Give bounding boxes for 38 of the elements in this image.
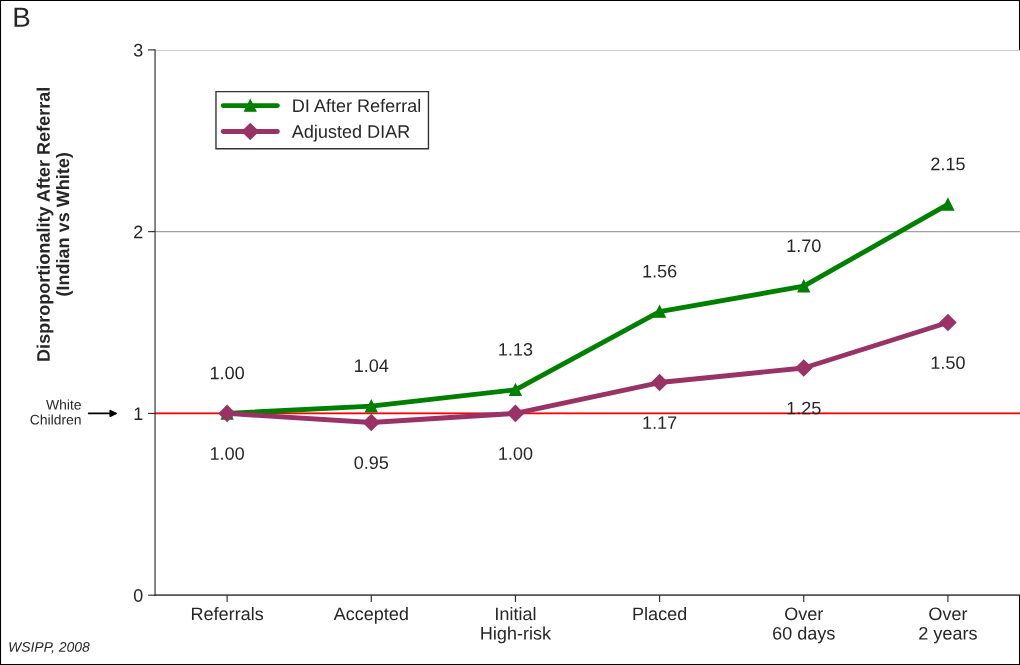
point <box>941 198 955 211</box>
y-tick-label: 2 <box>134 225 143 239</box>
x-tick-label: Accepted <box>333 606 408 624</box>
point <box>795 359 813 377</box>
data-label: 1.00 <box>210 366 244 380</box>
text: White Children <box>30 399 81 425</box>
point <box>362 413 380 432</box>
legend-label: DI After Referral <box>293 98 421 113</box>
x-tick-label: Placed <box>633 606 687 621</box>
data-label: 1.13 <box>499 342 533 356</box>
legend-label: Adjusted DIAR <box>291 124 410 142</box>
y-tick-label: 3 <box>133 43 143 57</box>
point <box>365 399 378 413</box>
y-axis-title: Disproportionality After Referral (Indian vs White) <box>36 88 73 361</box>
data-label: 1.70 <box>787 239 821 253</box>
data-label: 1.25 <box>787 401 821 415</box>
data-label: 1.00 <box>210 447 244 460</box>
point <box>509 383 522 397</box>
point <box>651 373 669 392</box>
y-tick-label: 0 <box>133 589 143 602</box>
x-tick-label: Initial High-risk <box>481 606 552 644</box>
point <box>653 305 666 318</box>
data-label: 1.50 <box>931 356 965 370</box>
text: B <box>14 7 30 27</box>
x-tick-label: Over 60 days <box>773 607 835 644</box>
data-label: 1.04 <box>355 359 389 373</box>
y-tick-label: 1 <box>134 407 143 420</box>
point <box>939 313 957 332</box>
data-label: 1.56 <box>643 264 677 278</box>
point <box>797 279 811 293</box>
data-label: 1.17 <box>643 416 677 429</box>
data-label: 1.00 <box>499 447 533 460</box>
x-tick-label: Over 2 years <box>919 607 977 644</box>
x-tick-label: Referrals <box>191 606 264 621</box>
point <box>506 404 524 422</box>
text: WSIPP, 2008 <box>9 642 90 654</box>
data-label: 2.15 <box>931 157 965 171</box>
data-label: 0.95 <box>354 456 389 470</box>
